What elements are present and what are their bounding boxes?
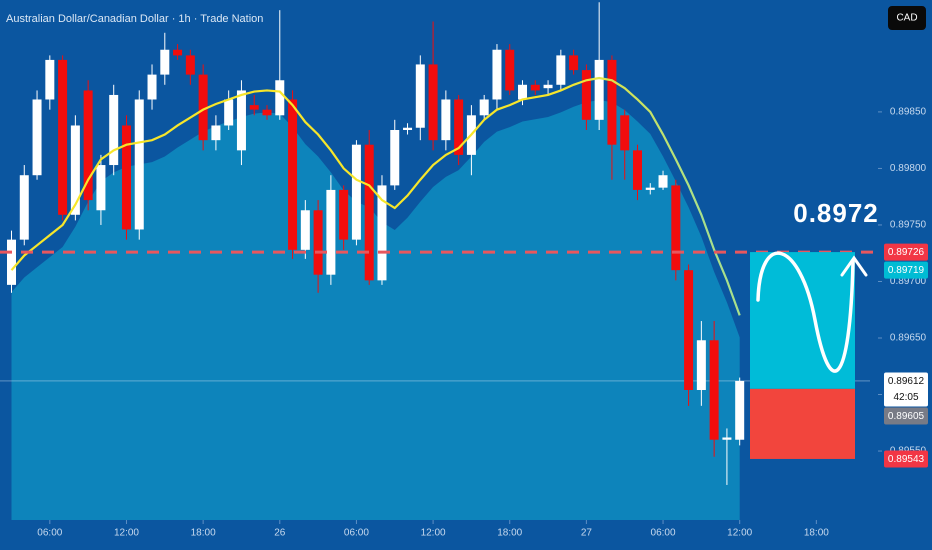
currency-button[interactable] (888, 6, 926, 30)
y-tick-label: 0.89850 (890, 107, 927, 118)
price-tag-label: 0.89605 (888, 411, 925, 422)
arrow-head (840, 255, 868, 277)
chart-title: Australian Dollar/Canadian Dollar · 1h ·… (6, 13, 263, 25)
candle-body (32, 99, 42, 176)
currency-label: CAD (896, 13, 917, 24)
price-tag (884, 261, 928, 279)
x-tick-label: 06:00 (37, 528, 62, 539)
candle-body (58, 59, 68, 215)
x-tick-label: 06:00 (344, 528, 369, 539)
candle-body (530, 84, 540, 91)
price-tag-label: 0.89612 (888, 376, 925, 387)
y-tick-label: 0.89800 (890, 163, 927, 174)
candle-body (594, 59, 604, 120)
candle-body (275, 80, 285, 116)
price-tag (884, 450, 928, 468)
candle-body (70, 125, 80, 215)
candle-body (671, 185, 681, 271)
candle-body (83, 90, 93, 201)
candle-body (735, 380, 745, 440)
y-tick-label: 0.89700 (890, 276, 927, 287)
candle-body (479, 99, 489, 116)
candle-body (658, 175, 668, 188)
candle-body (581, 70, 591, 120)
y-tick-label: 0.89750 (890, 220, 927, 231)
price-tag-label: 0.89726 (888, 247, 925, 258)
candle-body (415, 64, 425, 128)
projection-arrow (756, 251, 855, 373)
candle-body (134, 99, 144, 230)
candle-body (45, 59, 55, 100)
stop-zone (750, 388, 855, 459)
candle-body (632, 150, 642, 190)
candle-body (722, 437, 732, 440)
price-tag (884, 243, 928, 261)
candle-body (339, 189, 349, 240)
candle-body (505, 49, 515, 91)
x-tick-label: 06:00 (651, 528, 676, 539)
candle-body (249, 105, 259, 110)
candle-body (121, 125, 131, 230)
price-tag-label: 0.89719 (888, 265, 925, 276)
candle-body (403, 127, 413, 130)
candle-body (454, 99, 464, 155)
x-axis-band (0, 520, 932, 550)
candle-body (160, 49, 170, 75)
x-tick-label: 18:00 (191, 528, 216, 539)
candle-body (313, 210, 323, 275)
candle-body (556, 55, 566, 85)
countdown-label: 42:05 (893, 392, 918, 403)
candle-body (109, 94, 119, 166)
candle-body (326, 189, 336, 275)
candle-body (173, 49, 183, 56)
candle-body (492, 49, 502, 100)
candle-body (428, 64, 438, 141)
candle-body (607, 59, 617, 145)
candle-body (696, 340, 706, 390)
x-tick-label: 12:00 (114, 528, 139, 539)
candle-body (147, 74, 157, 100)
candle-body (6, 239, 16, 285)
candle-body (96, 165, 106, 211)
x-tick-label: 27 (581, 528, 593, 539)
candle-body (211, 125, 221, 141)
indicator-area (11, 100, 740, 520)
candle-body (684, 270, 694, 390)
candle-body (441, 99, 451, 141)
price-tag (884, 407, 928, 425)
candle-body (543, 84, 553, 89)
candle-body (262, 109, 272, 116)
candle-body (185, 55, 195, 75)
candle-body (300, 210, 310, 250)
x-tick-label: 26 (274, 528, 286, 539)
x-tick-label: 18:00 (804, 528, 829, 539)
candle-body (288, 99, 298, 250)
candle-body (236, 90, 246, 151)
candle-body (224, 99, 234, 126)
candle-body (645, 187, 655, 190)
target-label: 0.8972 (793, 198, 879, 228)
candle-body (569, 55, 579, 71)
candle-body (620, 115, 630, 151)
candle-body (390, 130, 400, 186)
x-tick-label: 12:00 (727, 528, 752, 539)
x-tick-label: 12:00 (421, 528, 446, 539)
y-tick-label: 0.89650 (890, 333, 927, 344)
candle-body (198, 74, 208, 141)
candle-body (351, 144, 361, 240)
candle-body (377, 185, 387, 281)
moving-average (10, 76, 741, 316)
candle-body (518, 84, 528, 100)
candle-body (19, 175, 29, 240)
candle-body (364, 144, 374, 281)
x-tick-label: 18:00 (497, 528, 522, 539)
price-tag (884, 372, 928, 407)
price-tag-label: 0.89543 (888, 454, 925, 465)
candle-body (709, 340, 719, 440)
